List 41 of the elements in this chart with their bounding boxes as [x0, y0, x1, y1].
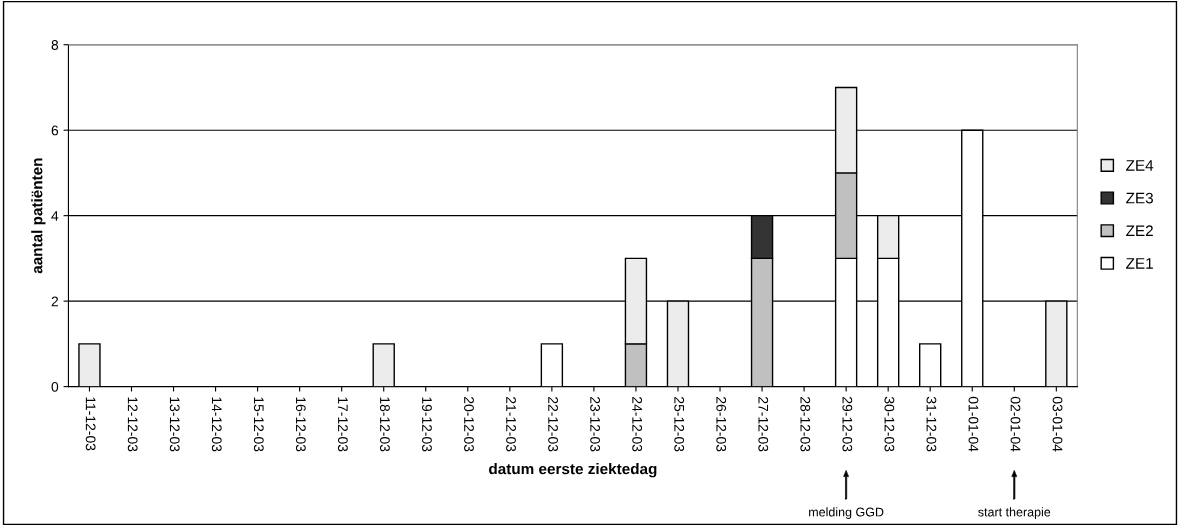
legend-label: ZE2: [1126, 225, 1153, 236]
text: melding GGD: [809, 507, 884, 519]
x-tick-label: 02-01-04: [1010, 396, 1021, 452]
x-tick-label: 17-12-03: [337, 397, 348, 452]
x-tick-label: 31-12-03: [926, 396, 937, 452]
x-tick-label: 03-01-04: [1052, 396, 1063, 452]
y-axis-title: aantal patiënten: [31, 158, 46, 274]
x-tick-label: 01-01-04: [968, 396, 979, 452]
x-tick-label: 19-12-03: [422, 397, 432, 452]
bar: [540, 343, 564, 387]
x-tick-label: 26-12-03: [716, 397, 727, 452]
bar: [372, 343, 395, 387]
y-tick-label: 4: [51, 211, 59, 221]
x-tick-label: 21-12-03: [506, 397, 516, 452]
x-tick-label: 22-12-03: [548, 397, 558, 452]
text: start therapie: [978, 507, 1051, 519]
x-tick-label: 18-12-03: [379, 397, 390, 452]
x-tick-label: 12-12-03: [127, 397, 138, 452]
y-tick-label: 8: [51, 40, 59, 50]
x-tick-label: 29-12-03: [842, 397, 853, 452]
x-tick-label: 28-12-03: [800, 397, 811, 452]
y-tick-label: 6: [51, 125, 59, 136]
x-tick-label: 20-12-03: [464, 397, 474, 452]
x-tick-label: 14-12-03: [211, 397, 222, 452]
legend-label: ZE3: [1126, 192, 1153, 204]
x-tick-label: 13-12-03: [169, 397, 180, 452]
x-tick-label: 25-12-03: [674, 397, 685, 452]
x-tick-label: 16-12-03: [295, 397, 306, 452]
x-axis-title: datum eerste ziektedag: [489, 463, 657, 478]
x-tick-label: 27-12-03: [758, 397, 769, 452]
x-tick-label: 23-12-03: [590, 397, 601, 452]
bar: [919, 343, 942, 387]
y-tick-label: 2: [51, 296, 59, 307]
legend-label: ZE1: [1126, 258, 1153, 269]
y-tick-label: 0: [51, 381, 59, 392]
bar: [78, 343, 101, 387]
x-tick-label: 15-12-03: [253, 397, 264, 452]
x-tick-label: 30-12-03: [884, 396, 895, 452]
x-tick-label: 11-12-03: [85, 397, 96, 451]
legend-label: ZE4: [1126, 160, 1154, 171]
x-tick-label: 24-12-03: [632, 397, 643, 452]
